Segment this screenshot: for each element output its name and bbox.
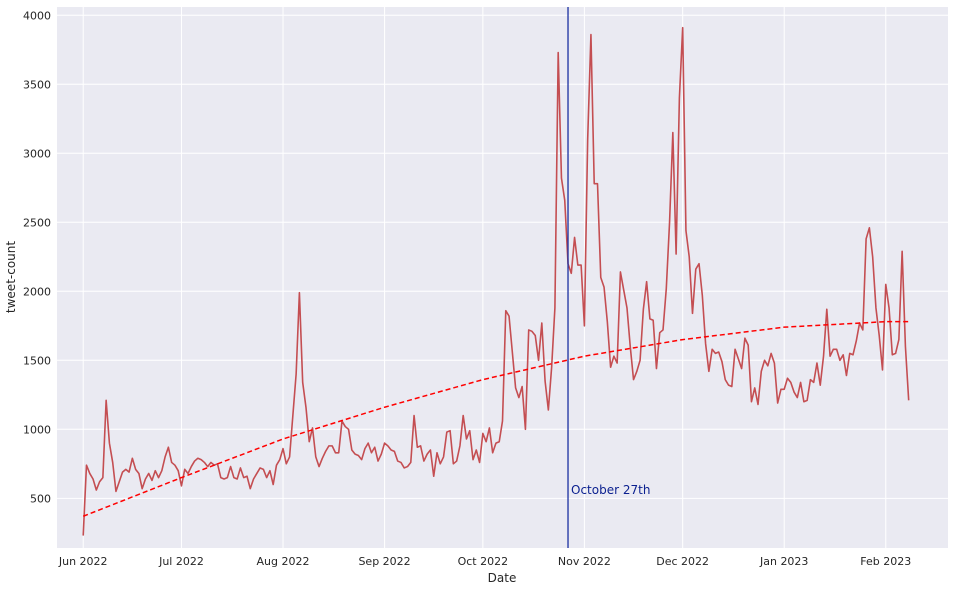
y-tick-label: 2500 (23, 216, 51, 229)
y-axis-title: tweet-count (4, 241, 18, 313)
x-tick-label: Jun 2022 (58, 555, 108, 568)
trend-line (82, 320, 909, 517)
y-tick-label: 1000 (23, 423, 51, 436)
y-tick-label: 2000 (23, 285, 51, 298)
tweet-count-line (82, 26, 910, 536)
y-tick-label: 1500 (23, 354, 51, 367)
x-axis-title: Date (488, 571, 517, 585)
x-tick-label: Jan 2023 (759, 555, 808, 568)
annotations-layer: October 27th (567, 7, 650, 548)
x-tick-label: Aug 2022 (257, 555, 310, 568)
x-tick-label: Sep 2022 (358, 555, 410, 568)
event-annotation-label: October 27th (571, 483, 650, 497)
y-tick-label: 3000 (23, 147, 51, 160)
x-tick-label: Oct 2022 (458, 555, 509, 568)
y-tick-label: 3500 (23, 78, 51, 91)
series-layer (82, 26, 910, 536)
y-tick-label: 4000 (23, 9, 51, 22)
y-tick-labels: 500 1000 1500 2000 2500 3000 3500 4000 (23, 9, 51, 505)
x-tick-label: Nov 2022 (558, 555, 611, 568)
plot-background (57, 7, 948, 548)
x-tick-label: Jul 2022 (158, 555, 204, 568)
grid (57, 7, 948, 548)
x-tick-label: Feb 2023 (860, 555, 911, 568)
x-tick-label: Dec 2022 (656, 555, 709, 568)
x-tick-labels: Jun 2022 Jul 2022 Aug 2022 Sep 2022 Oct 2022… (58, 555, 911, 568)
y-tick-label: 500 (30, 492, 51, 505)
